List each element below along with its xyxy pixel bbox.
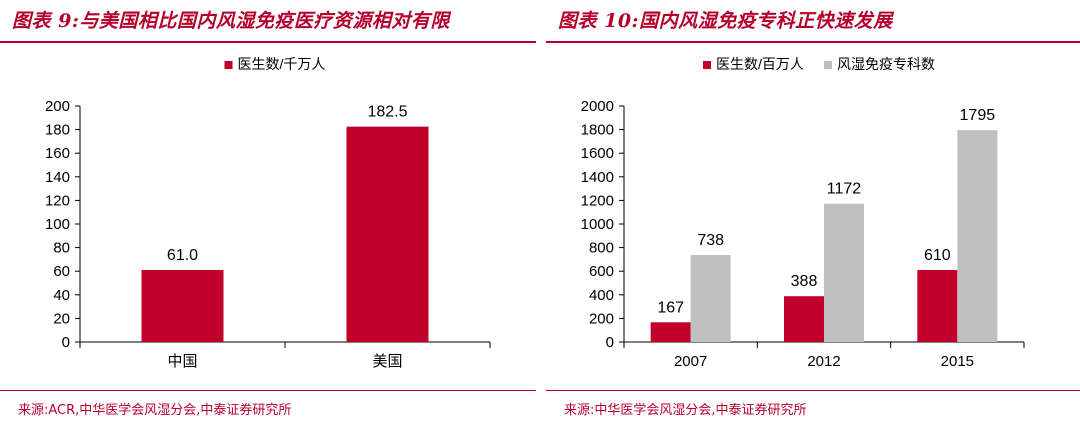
y-tick-label: 160 [45,145,70,162]
figure-panel-9: 图表 9:与美国相比国内风湿免疫医疗资源相对有限 医生数/千万人 0 20 40 60 8… [0,0,536,424]
y-tick-label: 1800 [581,122,614,139]
bar [346,126,429,343]
title-rule [0,41,536,43]
bar [784,296,824,342]
source-rule [0,390,536,391]
y-tick-label: 800 [589,240,614,257]
y-tick-label: 200 [45,98,70,115]
data-label: 738 [697,232,724,249]
source-note: 来源:ACR,中华医学会风湿分会,中泰证券研究所 [18,403,292,418]
figure-panel-10: 图表 10:国内风湿免疫专科正快速发展 医生数/百万人 风湿免疫专科数 0 200 40… [546,0,1080,424]
bar [690,254,731,342]
legend-label: 医生数/千万人 [238,56,326,72]
data-label: 388 [791,273,818,290]
legend: 医生数/百万人 风湿免疫专科数 [703,56,935,72]
data-label: 167 [657,299,684,316]
y-tick-label: 100 [45,216,70,233]
y-tick-label: 0 [606,334,614,351]
y-tick-label: 140 [45,169,70,186]
y-tick-label: 600 [589,263,614,280]
chart-doctors-comparison: 医生数/千万人 0 20 40 60 80 100 120 140 160 180 200 中国 61.0… [45,56,491,370]
legend-swatch [824,61,832,69]
data-label: 1172 [827,181,862,198]
x-tick-label: 2015 [941,353,974,370]
data-label: 61.0 [167,247,198,264]
bar [957,130,998,342]
data-label: 610 [924,247,951,264]
y-tick-label: 1200 [581,192,614,209]
y-tick-label: 180 [45,122,70,139]
bar [650,322,691,342]
bar [141,270,224,342]
y-tick-label: 2000 [581,98,614,115]
x-tick-label: 2012 [807,353,840,370]
bar [824,203,864,342]
legend-label: 医生数/百万人 [716,56,804,72]
y-tick-label: 80 [53,240,70,257]
y-tick-label: 400 [589,287,614,304]
source-note: 来源:中华医学会风湿分会,中泰证券研究所 [564,403,807,418]
figure-title: 图表 9:与美国相比国内风湿免疫医疗资源相对有限 [12,10,450,32]
title-rule [546,41,1080,43]
data-label: 182.5 [367,104,407,121]
x-tick-label: 2007 [674,353,707,370]
chart-specialty-growth: 医生数/百万人 风湿免疫专科数 0 200 400 600 800 1000 1200 1400 1… [581,56,1025,370]
x-tick-label: 美国 [372,353,402,370]
bar [917,270,958,342]
y-tick-label: 20 [53,310,70,327]
y-tick-label: 0 [62,334,70,351]
x-tick-label: 中国 [167,353,197,370]
legend: 医生数/千万人 [224,56,326,72]
source-rule [546,390,1080,391]
legend-swatch [703,61,711,69]
y-tick-label: 60 [53,263,70,280]
legend-label: 风湿免疫专科数 [837,56,935,72]
y-tick-label: 1600 [581,145,614,162]
y-tick-label: 1400 [581,169,614,186]
data-label: 1795 [960,107,996,124]
y-tick-label: 120 [45,192,70,209]
y-tick-label: 200 [589,310,614,327]
y-tick-label: 1000 [581,216,614,233]
legend-swatch [224,61,233,69]
figure-title: 图表 10:国内风湿免疫专科正快速发展 [558,10,893,32]
y-tick-label: 40 [53,287,70,304]
